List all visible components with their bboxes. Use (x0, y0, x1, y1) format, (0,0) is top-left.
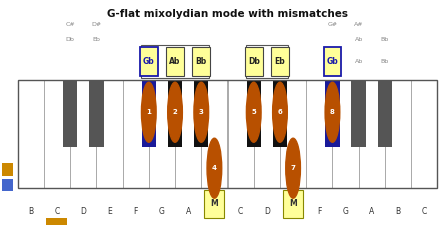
Bar (89, 80, 103, 147)
Bar (227, 80, 254, 187)
Text: 5: 5 (251, 109, 256, 115)
Text: M: M (210, 199, 218, 208)
Bar (246, 45, 288, 78)
Bar (140, 47, 158, 76)
Text: 8: 8 (330, 109, 335, 115)
Text: F: F (133, 207, 138, 216)
Bar (378, 80, 392, 147)
Bar (325, 80, 340, 147)
Text: 2: 2 (172, 109, 177, 115)
Circle shape (141, 82, 156, 142)
Bar (359, 80, 385, 187)
Text: Eb: Eb (92, 37, 100, 42)
Bar (166, 47, 184, 76)
Bar (271, 47, 289, 76)
Bar (18, 80, 44, 187)
Bar (192, 47, 210, 76)
Bar (273, 80, 287, 147)
Text: C: C (55, 207, 59, 216)
Text: Ab: Ab (355, 59, 363, 64)
Circle shape (207, 138, 222, 198)
Bar (63, 80, 77, 147)
Text: Gb: Gb (326, 57, 338, 66)
Text: M: M (289, 199, 297, 208)
Bar (283, 190, 303, 218)
Circle shape (325, 82, 340, 142)
Text: E: E (107, 207, 112, 216)
Text: 7: 7 (291, 165, 296, 171)
Bar (194, 80, 209, 147)
Text: A#: A# (354, 22, 363, 27)
Text: 3: 3 (199, 109, 204, 115)
Circle shape (246, 82, 261, 142)
Text: G: G (343, 207, 348, 216)
Bar (411, 80, 437, 187)
Bar (280, 80, 306, 187)
Text: F: F (317, 207, 322, 216)
Text: A: A (369, 207, 374, 216)
Text: 4: 4 (212, 165, 217, 171)
Circle shape (194, 82, 209, 142)
Text: C#: C# (65, 22, 75, 27)
Text: basicmusictheory.com: basicmusictheory.com (5, 86, 10, 130)
Bar (323, 47, 341, 76)
Bar (385, 80, 411, 187)
Text: Ab: Ab (169, 57, 181, 66)
Bar (2, 179, 13, 191)
Text: C: C (238, 207, 243, 216)
Text: 6: 6 (278, 109, 282, 115)
Text: G-flat mixolydian mode with mismatches: G-flat mixolydian mode with mismatches (107, 9, 348, 19)
Text: Eb: Eb (275, 57, 286, 66)
Bar (47, 218, 67, 225)
Bar (44, 80, 70, 187)
Circle shape (286, 138, 301, 198)
Text: B: B (396, 207, 400, 216)
Text: G: G (159, 207, 165, 216)
Bar (352, 80, 366, 147)
Text: Bb: Bb (381, 37, 389, 42)
Bar (201, 80, 227, 187)
Text: A: A (186, 207, 191, 216)
Text: C: C (422, 207, 427, 216)
Text: D: D (264, 207, 270, 216)
Bar (306, 80, 333, 187)
Bar (149, 80, 175, 187)
Text: G#: G# (327, 22, 337, 27)
Bar (205, 190, 224, 218)
Bar (2, 163, 13, 176)
Bar (123, 80, 149, 187)
Text: Gb: Gb (143, 57, 155, 66)
Bar (141, 45, 209, 78)
Bar (70, 80, 96, 187)
Bar (18, 80, 437, 187)
Bar (142, 80, 156, 147)
Text: Ab: Ab (355, 37, 363, 42)
Circle shape (273, 82, 287, 142)
Bar (245, 47, 263, 76)
Bar (333, 80, 359, 187)
Bar (168, 80, 182, 147)
Text: Bb: Bb (196, 57, 207, 66)
Text: Db: Db (66, 37, 74, 42)
Bar (175, 80, 201, 187)
Text: Db: Db (248, 57, 260, 66)
Bar (254, 80, 280, 187)
Bar (246, 80, 261, 147)
Text: Bb: Bb (381, 59, 389, 64)
Text: B: B (28, 207, 33, 216)
Text: D#: D# (91, 22, 101, 27)
Circle shape (168, 82, 182, 142)
Text: D: D (80, 207, 86, 216)
Text: 1: 1 (147, 109, 151, 115)
Bar (96, 80, 123, 187)
